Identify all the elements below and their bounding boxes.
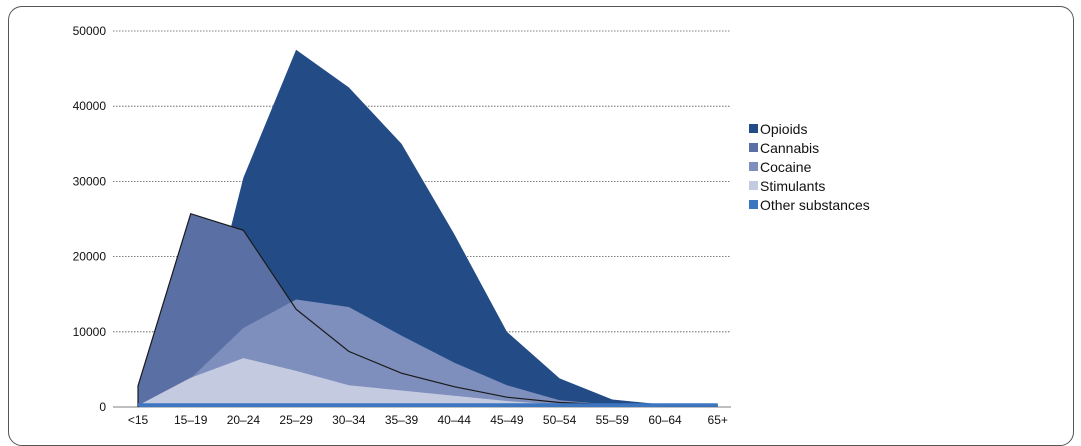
x-axis-tick-labels: <15 15–19 20–24 25–29 30–34 35–39 40–44 45–49 50… bbox=[128, 413, 728, 427]
legend: Opioids Cannabis Cocaine Stimulants Other su… bbox=[749, 119, 870, 214]
legend-label: Stimulants bbox=[760, 177, 826, 194]
legend-label: Cocaine bbox=[760, 158, 812, 175]
x-tick-label: 50–54 bbox=[543, 413, 577, 427]
y-tick-label: 40000 bbox=[73, 99, 107, 113]
legend-swatch bbox=[749, 181, 758, 190]
area-chart: 0 10000 20000 30000 40000 50000 <15 15–19 20–24… bbox=[73, 24, 731, 427]
legend-label: Cannabis bbox=[760, 139, 820, 156]
x-tick-label: 65+ bbox=[708, 413, 728, 427]
legend-swatch bbox=[749, 143, 758, 152]
x-tick-label: 25–29 bbox=[279, 413, 313, 427]
legend-swatch bbox=[749, 162, 758, 171]
legend-item-stimulants: Stimulants bbox=[749, 176, 870, 195]
x-tick-label: 20–24 bbox=[227, 413, 261, 427]
area-stimulants bbox=[138, 358, 718, 407]
x-tick-label: 15–19 bbox=[174, 413, 208, 427]
legend-item-cocaine: Cocaine bbox=[749, 157, 870, 176]
x-tick-label: 30–34 bbox=[332, 413, 366, 427]
series-areas bbox=[137, 49, 718, 408]
x-tick-label: 60–64 bbox=[648, 413, 682, 427]
x-tick-label: 45–49 bbox=[490, 413, 524, 427]
y-tick-label: 0 bbox=[99, 400, 106, 414]
legend-item-opioids: Opioids bbox=[749, 119, 870, 138]
legend-item-other-substances: Other substances bbox=[749, 195, 870, 214]
y-tick-label: 50000 bbox=[73, 24, 107, 38]
x-tick-label: 40–44 bbox=[438, 413, 472, 427]
legend-swatch bbox=[749, 124, 758, 133]
y-tick-label: 10000 bbox=[73, 325, 107, 339]
legend-item-cannabis: Cannabis bbox=[749, 138, 870, 157]
y-axis-tick-labels: 0 10000 20000 30000 40000 50000 bbox=[73, 24, 107, 414]
legend-swatch bbox=[749, 200, 758, 209]
x-tick-label: 55–59 bbox=[596, 413, 630, 427]
legend-label: Other substances bbox=[760, 196, 870, 213]
y-tick-label: 20000 bbox=[73, 250, 107, 264]
legend-label: Opioids bbox=[760, 120, 808, 137]
y-tick-label: 30000 bbox=[73, 174, 107, 188]
x-tick-label: <15 bbox=[128, 413, 149, 427]
x-tick-label: 35–39 bbox=[385, 413, 419, 427]
